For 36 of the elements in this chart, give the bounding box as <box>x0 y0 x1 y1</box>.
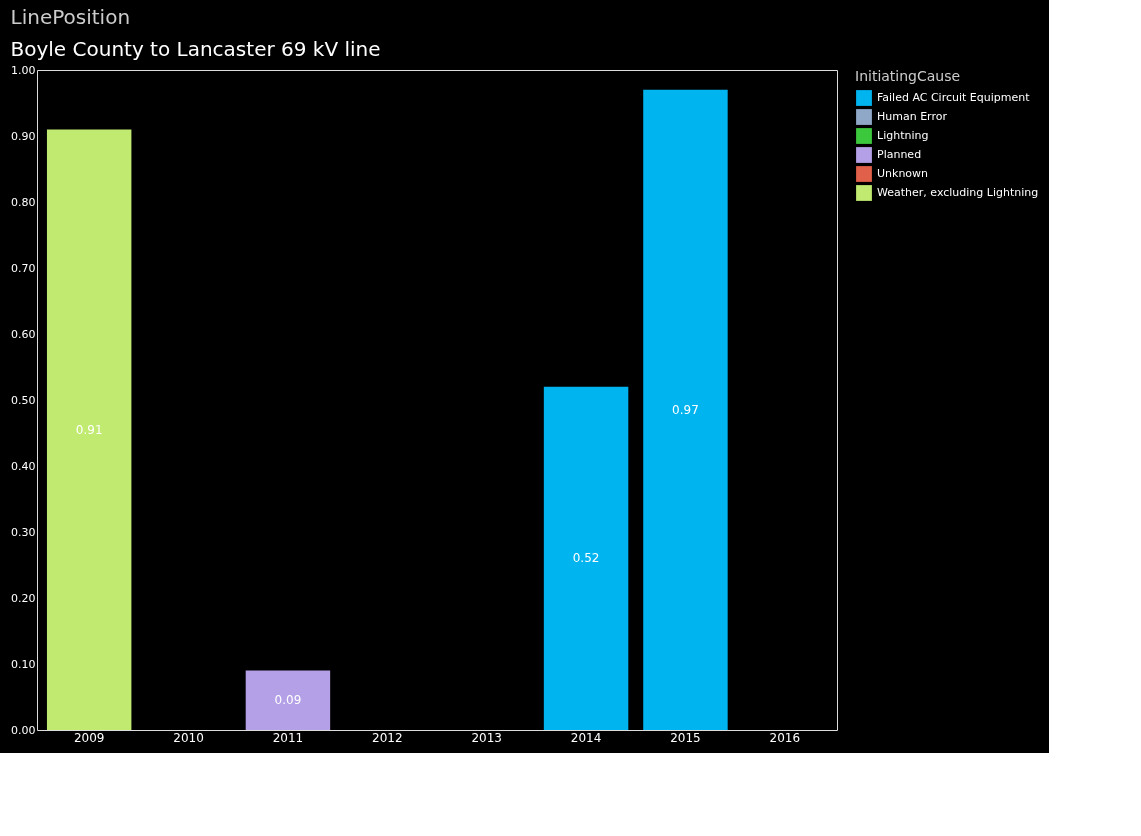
x-tick-label: 2014 <box>570 730 602 745</box>
bar <box>245 670 331 730</box>
y-tick-label: 0.70 <box>11 261 36 275</box>
bar <box>643 89 728 730</box>
data-label: 0.97 <box>672 402 699 417</box>
y-tick-label: 0.80 <box>11 195 36 209</box>
data-label: 0.52 <box>572 551 600 566</box>
x-tick-label: 2009 <box>73 730 105 745</box>
y-tick-label: 0.00 <box>11 723 36 737</box>
chart-subtitle: Boyle County to Lancaster 69 kV line <box>10 37 381 61</box>
y-tick-label: 0.60 <box>11 327 36 341</box>
x-tick-label: 2011 <box>272 730 304 745</box>
x-tick-label: 2012 <box>372 730 403 745</box>
legend-label: Unknown <box>877 167 929 180</box>
y-tick-label: 0.20 <box>11 591 36 605</box>
legend-label: Weather, excluding Lightning <box>877 186 1039 199</box>
legend-title: InitiatingCause <box>855 68 961 84</box>
legend-label: Lightning <box>877 129 929 142</box>
bar <box>46 129 132 730</box>
x-tick-label: 2013 <box>471 730 502 745</box>
y-tick-label: 0.40 <box>11 459 36 473</box>
bar <box>543 386 629 730</box>
y-tick-label: 0.10 <box>11 657 36 671</box>
data-label: 0.09 <box>274 693 302 708</box>
legend-label: Planned <box>877 148 922 161</box>
chart-title: LinePosition <box>10 5 131 29</box>
y-tick-label: 0.50 <box>11 393 36 407</box>
y-tick-label: 0.90 <box>11 129 36 143</box>
y-tick-label: 1.00 <box>11 63 36 77</box>
y-tick-label: 0.30 <box>11 525 36 539</box>
x-tick-label: 2010 <box>173 730 204 745</box>
x-tick-label: 2015 <box>670 730 701 745</box>
legend-label: Failed AC Circuit Equipment <box>877 91 1031 104</box>
legend-label: Human Error <box>877 110 948 123</box>
x-tick-label: 2016 <box>769 730 801 745</box>
data-label: 0.91 <box>75 422 103 437</box>
